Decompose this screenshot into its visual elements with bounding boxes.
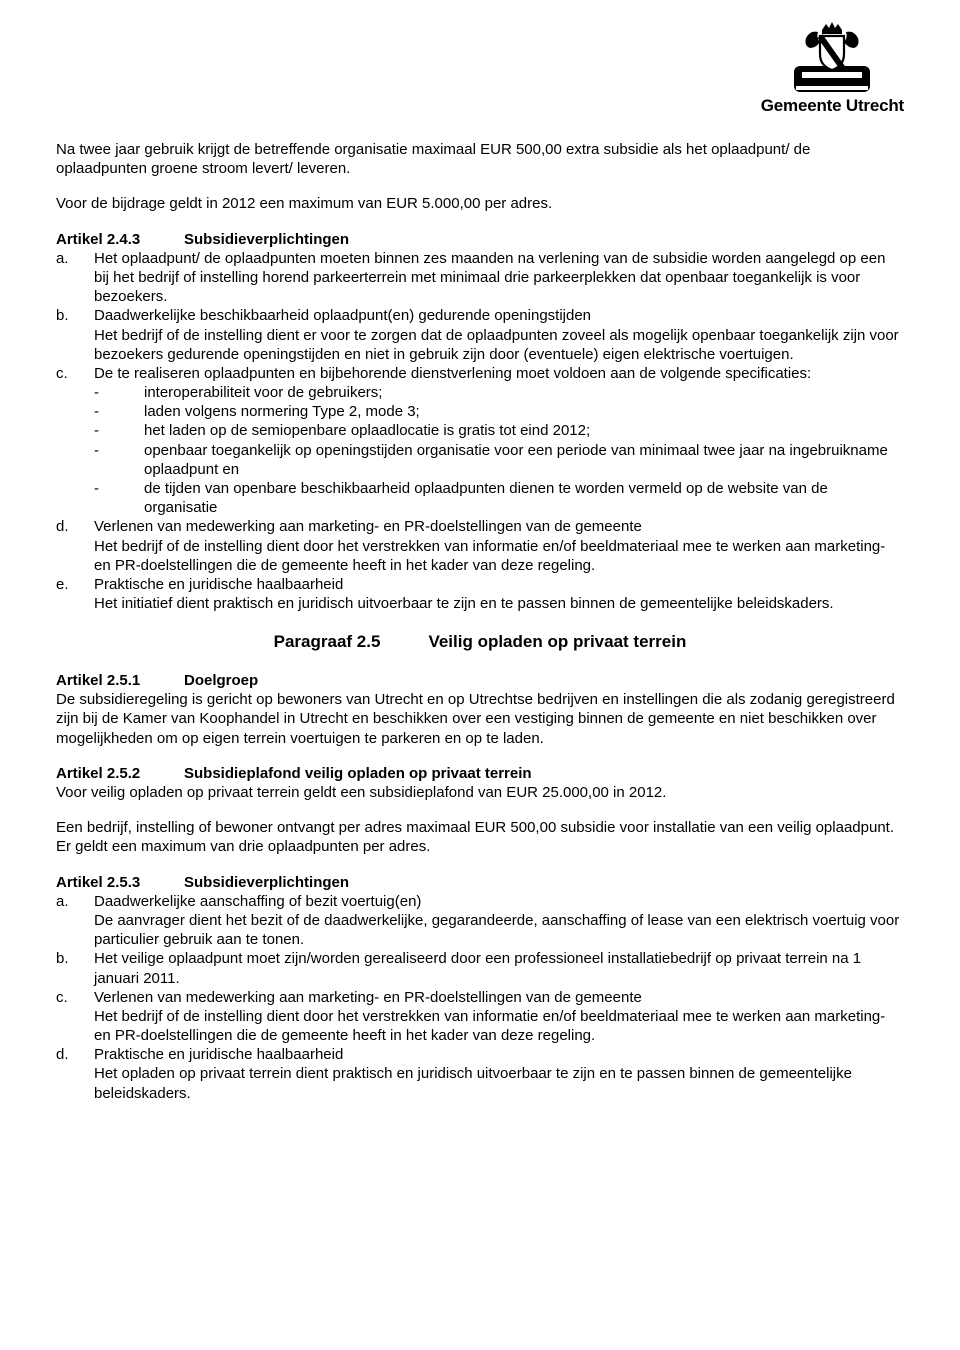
sub-list-item: - laden volgens normering Type 2, mode 3…	[94, 402, 904, 421]
article-block: Artikel 2.5.2Subsidieplafond veilig opla…	[56, 764, 904, 783]
sub-list-item: - interoperabiliteit voor de gebruikers;	[94, 383, 904, 402]
paragraph: Voor de bijdrage geldt in 2012 een maxim…	[56, 194, 904, 213]
list-body: Praktische en juridische haalbaarheid He…	[94, 1045, 904, 1103]
list-body: Daadwerkelijke aanschaffing of bezit voe…	[94, 892, 904, 950]
sub-marker: -	[94, 402, 144, 421]
sub-body: interoperabiliteit voor de gebruikers;	[144, 383, 904, 402]
list-marker: e.	[56, 575, 94, 613]
sub-marker: -	[94, 383, 144, 402]
list-lead: Verlenen van medewerking aan marketing- …	[94, 989, 642, 1006]
list-text: Het initiatief dient praktisch en juridi…	[94, 595, 834, 612]
list-item: c. De te realiseren oplaadpunten en bijb…	[56, 364, 904, 518]
list-item: d. Verlenen van medewerking aan marketin…	[56, 517, 904, 575]
sub-body: laden volgens normering Type 2, mode 3;	[144, 402, 904, 421]
list-item: d. Praktische en juridische haalbaarheid…	[56, 1045, 904, 1103]
list-item: c. Verlenen van medewerking aan marketin…	[56, 988, 904, 1046]
article-title-text: Subsidieverplichtingen	[184, 874, 349, 891]
section-number: Paragraaf 2.5	[274, 631, 381, 653]
list-item: b. Het veilige oplaadpunt moet zijn/word…	[56, 949, 904, 987]
list-marker: d.	[56, 1045, 94, 1103]
list-marker: a.	[56, 249, 94, 307]
article-number: Artikel 2.5.1	[56, 671, 184, 690]
list-body: Verlenen van medewerking aan marketing- …	[94, 988, 904, 1046]
paragraph: Een bedrijf, instelling of bewoner ontva…	[56, 818, 904, 856]
article-heading: Artikel 2.5.3Subsidieverplichtingen	[56, 873, 904, 892]
sub-marker: -	[94, 479, 144, 517]
list-text: De aanvrager dient het bezit of de daadw…	[94, 912, 899, 948]
sub-list-item: - de tijden van openbare beschikbaarheid…	[94, 479, 904, 517]
paragraph: Voor veilig opladen op privaat terrein g…	[56, 783, 904, 802]
list-lead: Daadwerkelijke beschikbaarheid oplaadpun…	[94, 307, 591, 324]
ordered-list: a. Daadwerkelijke aanschaffing of bezit …	[56, 892, 904, 1103]
sub-list: - interoperabiliteit voor de gebruikers;…	[94, 383, 904, 517]
list-item: e. Praktische en juridische haalbaarheid…	[56, 575, 904, 613]
list-marker: c.	[56, 988, 94, 1046]
ordered-list: a. Het oplaadpunt/ de oplaadpunten moete…	[56, 249, 904, 614]
list-text: Het bedrijf of de instelling dient door …	[94, 1008, 885, 1044]
document-content: Na twee jaar gebruik krijgt de betreffen…	[56, 22, 904, 1103]
article-title-text: Subsidieplafond veilig opladen op privaa…	[184, 765, 532, 782]
article-number: Artikel 2.5.3	[56, 873, 184, 892]
logo-text: Gemeente Utrecht	[761, 96, 904, 116]
list-body: Daadwerkelijke beschikbaarheid oplaadpun…	[94, 306, 904, 364]
document-page: Gemeente Utrecht Na twee jaar gebruik kr…	[0, 0, 960, 1350]
list-lead: Verlenen van medewerking aan marketing- …	[94, 518, 642, 535]
list-body: Het oplaadpunt/ de oplaadpunten moeten b…	[94, 249, 904, 307]
article-title-text: Subsidieverplichtingen	[184, 231, 349, 248]
sub-marker: -	[94, 441, 144, 479]
list-lead: Daadwerkelijke aanschaffing of bezit voe…	[94, 893, 421, 910]
list-body: De te realiseren oplaadpunten en bijbeho…	[94, 364, 904, 518]
list-text: Het opladen op privaat terrein dient pra…	[94, 1065, 852, 1101]
list-item: b. Daadwerkelijke beschikbaarheid oplaad…	[56, 306, 904, 364]
list-lead: Praktische en juridische haalbaarheid	[94, 576, 343, 593]
article-number: Artikel 2.5.2	[56, 764, 184, 783]
sub-body: de tijden van openbare beschikbaarheid o…	[144, 479, 904, 517]
sub-body: openbaar toegankelijk op openingstijden …	[144, 441, 904, 479]
list-body: Verlenen van medewerking aan marketing- …	[94, 517, 904, 575]
paragraph: De subsidieregeling is gericht op bewone…	[56, 690, 904, 748]
article-block: Artikel 2.5.1Doelgroep	[56, 671, 904, 690]
sub-marker: -	[94, 421, 144, 440]
utrecht-crest-icon	[790, 18, 874, 94]
sub-list-item: - openbaar toegankelijk op openingstijde…	[94, 441, 904, 479]
list-body: Praktische en juridische haalbaarheid He…	[94, 575, 904, 613]
list-item: a. Daadwerkelijke aanschaffing of bezit …	[56, 892, 904, 950]
list-marker: b.	[56, 306, 94, 364]
section-title: Veilig opladen op privaat terrein	[428, 632, 686, 651]
list-item: a. Het oplaadpunt/ de oplaadpunten moete…	[56, 249, 904, 307]
paragraph: Na twee jaar gebruik krijgt de betreffen…	[56, 140, 904, 178]
list-marker: a.	[56, 892, 94, 950]
section-heading: Paragraaf 2.5 Veilig opladen op privaat t…	[56, 631, 904, 653]
sub-list-item: - het laden op de semiopenbare oplaadloc…	[94, 421, 904, 440]
article-number: Artikel 2.4.3	[56, 230, 184, 249]
sub-body: het laden op de semiopenbare oplaadlocat…	[144, 421, 904, 440]
list-body: Het veilige oplaadpunt moet zijn/worden …	[94, 949, 904, 987]
list-text: Het bedrijf of de instelling dient door …	[94, 538, 885, 574]
article-heading: Artikel 2.4.3Subsidieverplichtingen	[56, 230, 904, 249]
list-marker: d.	[56, 517, 94, 575]
list-marker: b.	[56, 949, 94, 987]
list-text: De te realiseren oplaadpunten en bijbeho…	[94, 365, 811, 382]
article-title-text: Doelgroep	[184, 672, 258, 689]
list-marker: c.	[56, 364, 94, 518]
logo-block: Gemeente Utrecht	[761, 18, 904, 116]
list-text: Het bedrijf of de instelling dient er vo…	[94, 327, 899, 363]
list-lead: Praktische en juridische haalbaarheid	[94, 1046, 343, 1063]
